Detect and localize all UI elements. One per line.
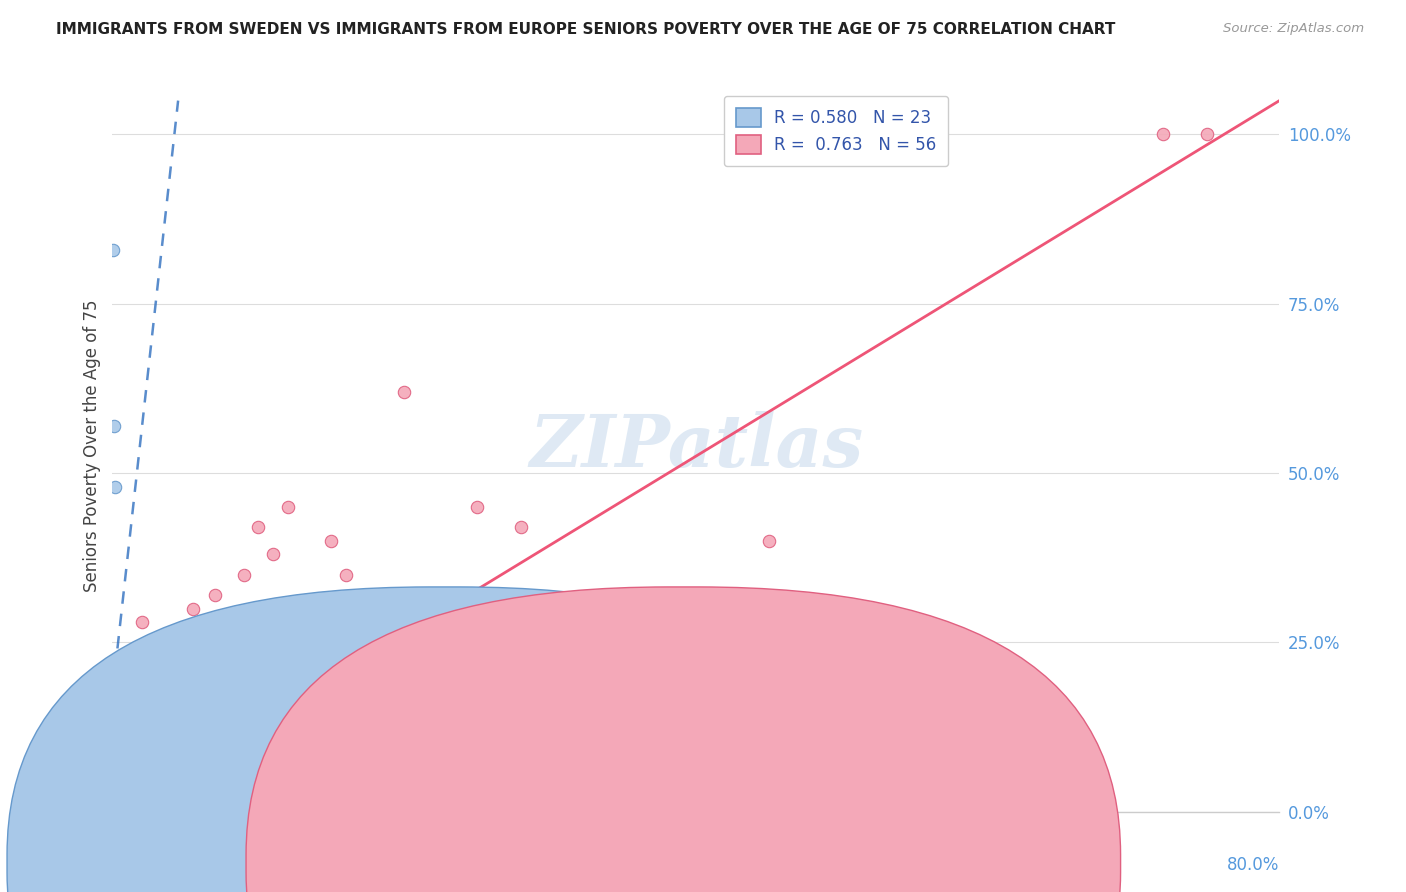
Point	[107, 737, 129, 751]
Point	[104, 480, 127, 494]
Point	[134, 703, 156, 717]
Point	[103, 418, 125, 433]
Point	[112, 784, 135, 798]
Point	[167, 635, 190, 649]
Point	[115, 669, 138, 683]
Point	[111, 723, 134, 738]
Point	[156, 682, 179, 697]
Point	[118, 750, 141, 764]
Point	[364, 737, 387, 751]
Point	[174, 656, 197, 670]
Point	[247, 520, 270, 534]
Point	[112, 682, 135, 697]
Point	[276, 500, 298, 514]
Point	[118, 703, 141, 717]
Point	[831, 737, 853, 751]
Point	[112, 737, 135, 751]
Point	[195, 656, 218, 670]
Point	[204, 588, 226, 602]
Point	[111, 737, 134, 751]
Point	[1152, 128, 1174, 142]
Point	[105, 737, 128, 751]
Point	[149, 656, 172, 670]
Text: Immigrants from Sweden: Immigrants from Sweden	[467, 856, 652, 871]
Point	[160, 669, 183, 683]
Point	[394, 384, 416, 399]
Point	[291, 669, 314, 683]
Text: Source: ZipAtlas.com: Source: ZipAtlas.com	[1223, 22, 1364, 36]
Point	[758, 533, 780, 548]
Point	[117, 750, 139, 764]
Point	[105, 771, 128, 785]
Point	[335, 567, 357, 582]
Point	[225, 635, 247, 649]
Point	[422, 737, 444, 751]
Point	[145, 635, 167, 649]
Point	[108, 778, 131, 792]
Point	[104, 669, 127, 683]
Point	[124, 682, 146, 697]
Point	[321, 533, 343, 548]
Point	[188, 682, 211, 697]
Point	[181, 601, 204, 615]
Point	[115, 737, 138, 751]
Point	[128, 656, 150, 670]
Point	[117, 797, 139, 812]
Point	[108, 750, 131, 764]
Point	[110, 723, 132, 738]
Point	[107, 771, 129, 785]
Point	[108, 710, 131, 724]
Point	[465, 500, 488, 514]
Y-axis label: Seniors Poverty Over the Age of 75: Seniors Poverty Over the Age of 75	[83, 300, 101, 592]
Point	[103, 243, 125, 257]
Point	[104, 723, 127, 738]
Text: Immigrants from Europe: Immigrants from Europe	[706, 856, 884, 871]
Point	[218, 682, 240, 697]
Point	[685, 703, 707, 717]
Point	[1195, 128, 1218, 142]
Point	[131, 615, 153, 629]
Text: ZIPatlas: ZIPatlas	[529, 410, 863, 482]
Point	[122, 723, 145, 738]
Point	[124, 757, 146, 772]
Text: IMMIGRANTS FROM SWEDEN VS IMMIGRANTS FROM EUROPE SENIORS POVERTY OVER THE AGE OF: IMMIGRANTS FROM SWEDEN VS IMMIGRANTS FRO…	[56, 22, 1115, 37]
Point	[554, 723, 576, 738]
Point	[129, 737, 152, 751]
Point	[305, 703, 328, 717]
Text: 80.0%: 80.0%	[1227, 855, 1279, 873]
Point	[114, 716, 136, 731]
Point	[141, 682, 163, 697]
Point	[107, 669, 129, 683]
Point	[108, 703, 131, 717]
Point	[114, 737, 136, 751]
Point	[262, 547, 284, 561]
Legend: R = 0.580   N = 23, R =  0.763   N = 56: R = 0.580 N = 23, R = 0.763 N = 56	[724, 96, 948, 166]
Point	[131, 797, 153, 812]
Point	[509, 520, 531, 534]
Point	[115, 791, 138, 805]
Point	[105, 750, 128, 764]
Point	[120, 737, 142, 751]
Point	[138, 669, 160, 683]
Point	[110, 784, 132, 798]
Point	[612, 750, 634, 764]
Point	[125, 737, 148, 751]
Point	[232, 567, 254, 582]
Text: 0.0%: 0.0%	[112, 855, 155, 873]
Point	[211, 615, 233, 629]
Point	[110, 716, 132, 731]
Point	[152, 669, 174, 683]
Point	[127, 750, 149, 764]
